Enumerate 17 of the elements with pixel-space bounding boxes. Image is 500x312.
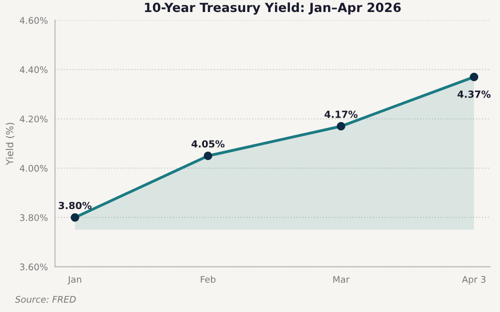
- chart-title: 10-Year Treasury Yield: Jan–Apr 2026: [144, 2, 401, 15]
- x-tick-label: Jan: [68, 276, 82, 284]
- data-label: 3.80%: [58, 202, 92, 210]
- data-label: 4.05%: [192, 140, 225, 148]
- y-tick-label: 4.60%: [20, 17, 48, 24]
- source-note: Source: FRED: [15, 296, 76, 303]
- y-tick-label: 4.20%: [20, 116, 48, 122]
- y-tick-label: 3.60%: [20, 263, 48, 270]
- x-tick-label: Mar: [333, 276, 350, 283]
- x-tick-label: Feb: [200, 276, 216, 283]
- x-tick-label: Apr 3: [462, 276, 486, 285]
- y-tick-label: 4.40%: [20, 66, 48, 74]
- data-label: 4.17%: [324, 110, 358, 118]
- y-axis-title: Yield (%): [6, 122, 14, 166]
- y-tick-label: 4.00%: [20, 164, 48, 172]
- data-label: 4.37%: [458, 90, 491, 98]
- y-tick-label: 3.80%: [20, 214, 48, 222]
